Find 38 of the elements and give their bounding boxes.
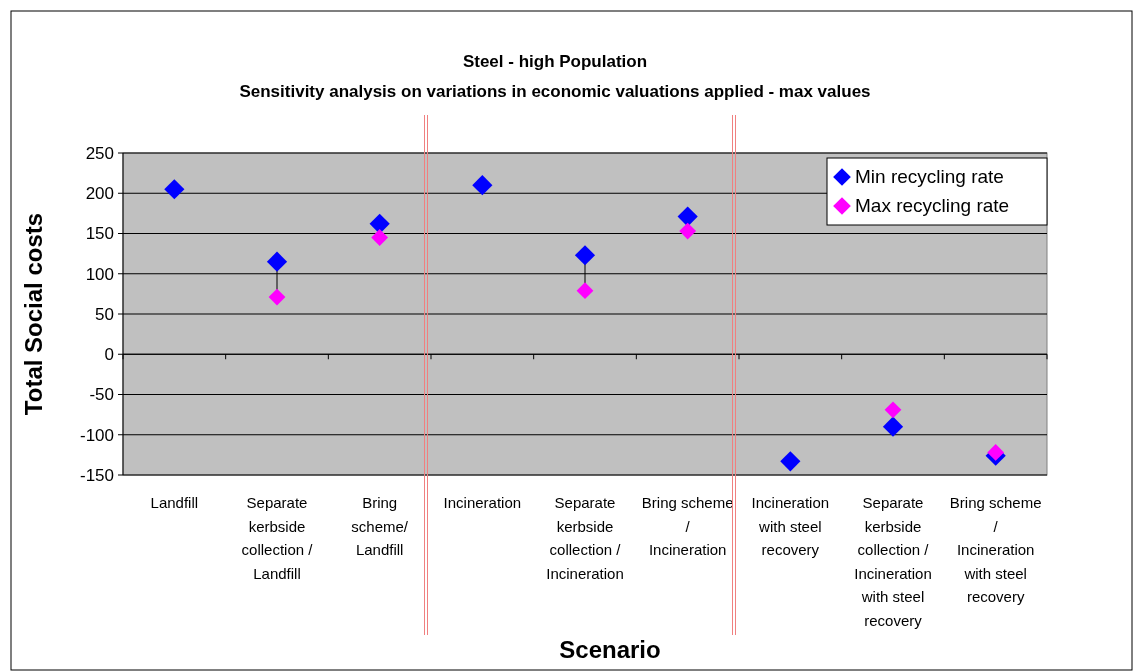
y-tick-label: -150 xyxy=(79,465,114,485)
y-tick-label: -50 xyxy=(89,385,114,405)
y-tick-label: 150 xyxy=(85,224,114,244)
y-tick-label: 250 xyxy=(85,143,114,163)
point xyxy=(679,222,697,240)
y-tick-label: 0 xyxy=(104,345,114,365)
y-tick-label: 200 xyxy=(85,184,114,204)
x-axis-title: Scenario xyxy=(559,636,661,663)
x-tick-label: Bring scheme / Incineration with steel recovery xyxy=(949,494,1042,605)
point xyxy=(884,401,902,419)
x-tick-label: Bring scheme/ Landfill xyxy=(351,494,409,558)
y-tick-label: 50 xyxy=(95,304,114,324)
point xyxy=(574,245,596,266)
y-tick-label: -100 xyxy=(79,425,114,445)
y-tick-label: 100 xyxy=(85,264,114,284)
x-tick-label: Bring scheme / Incineration xyxy=(641,494,734,558)
point xyxy=(266,251,288,272)
y-axis-title: Total Social costs xyxy=(20,212,47,416)
chart-title: Steel - high Population xyxy=(462,52,648,71)
point xyxy=(677,206,698,227)
point xyxy=(780,451,801,472)
x-tick-label: Separate kerbside collection / Incineration xyxy=(546,494,624,582)
legend-label: Max recycling rate xyxy=(855,195,1010,216)
point xyxy=(164,179,185,200)
x-tick-label: Separate kerbside collection / Landfill xyxy=(241,494,314,582)
x-tick-label: Landfill xyxy=(150,494,199,511)
point xyxy=(371,229,389,246)
point xyxy=(576,282,594,300)
point xyxy=(369,213,390,234)
point xyxy=(882,416,904,437)
point xyxy=(987,444,1005,461)
chart-subtitle: Sensitivity analysis on variations in economic valuations applied - max values xyxy=(239,82,871,101)
legend-label: Min recycling rate xyxy=(855,166,1004,187)
x-tick-label: Incineration with steel recovery xyxy=(751,494,830,558)
x-tick-label: Incineration xyxy=(443,494,522,511)
point xyxy=(268,288,286,306)
point xyxy=(472,175,493,196)
x-tick-label: Separate kerbside collection / Incineration with steel recovery xyxy=(854,494,932,629)
